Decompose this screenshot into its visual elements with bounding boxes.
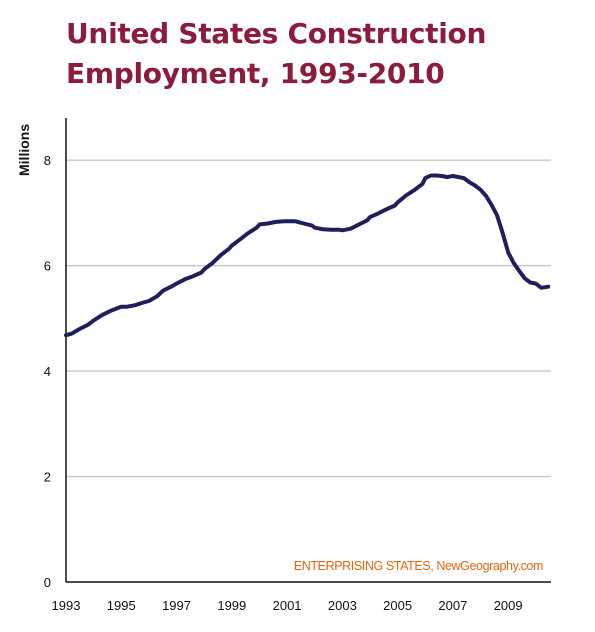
grid-lines [66, 159, 551, 478]
chart-title-line-2: Employment, 1993-2010 [66, 57, 445, 90]
y-tick-label: 4 [44, 364, 51, 379]
x-tick-label: 2005 [383, 598, 412, 613]
y-tick-label: 2 [44, 470, 51, 485]
x-tick-label: 1997 [162, 598, 191, 613]
x-tick-label: 1995 [107, 598, 136, 613]
y-tick-labels: 0 2 4 6 8 [44, 153, 51, 590]
y-tick-label: 6 [44, 259, 51, 274]
source-credit: ENTERPRISING STATES, NewGeography.com [294, 559, 543, 573]
x-tick-label: 2001 [273, 598, 302, 613]
chart-title: United States Construction Employment, 1… [66, 14, 566, 94]
chart-title-line-1: United States Construction [66, 17, 487, 50]
x-tick-label: 2007 [438, 598, 467, 613]
x-tick-label: 2003 [328, 598, 357, 613]
y-tick-label: 8 [44, 153, 51, 168]
x-tick-label: 2009 [494, 598, 523, 613]
series-line [64, 173, 551, 338]
y-axis-label: Millions [16, 124, 32, 176]
x-tick-label: 1993 [52, 598, 81, 613]
x-tick-label: 1999 [217, 598, 246, 613]
x-tick-labels: 1993 1995 1997 1999 2001 2003 2005 2007 2009 [52, 598, 523, 613]
y-tick-label: 0 [44, 575, 51, 590]
